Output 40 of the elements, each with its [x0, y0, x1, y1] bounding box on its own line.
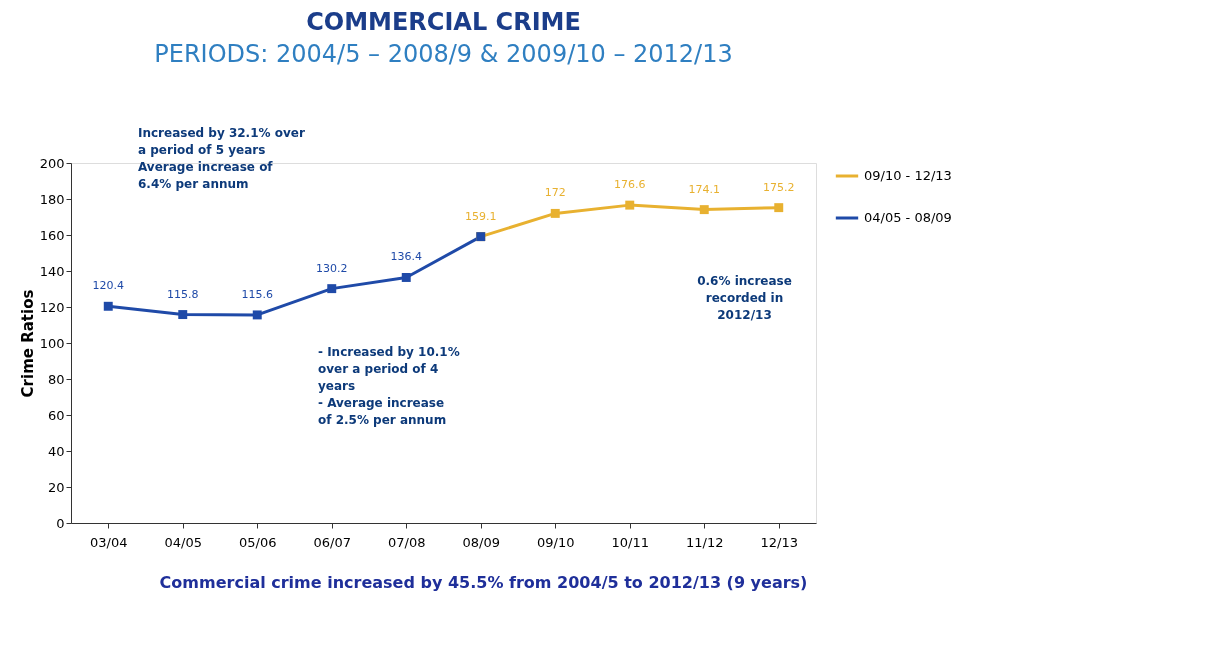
x-tick-label: 11/12 [686, 534, 724, 550]
annotation: Increased by 32.1% over a period of 5 years Average increase of 6.4% per annum [138, 125, 305, 191]
annotation: - Increased by 10.1% over a period of 4 years - Average increase of 2.5% per annum [318, 344, 460, 427]
data-label: 130.2 [316, 261, 348, 275]
y-tick-label: 80 [47, 371, 65, 387]
y-tick-label: 140 [39, 263, 65, 279]
legend-label: 04/05 - 08/09 [864, 210, 952, 225]
x-tick-label: 08/09 [462, 534, 500, 550]
data-label: 176.6 [614, 178, 646, 192]
y-tick-label: 0 [56, 515, 65, 531]
y-tick-label: 60 [47, 407, 65, 423]
data-label: 159.1 [465, 209, 497, 223]
y-tick-label: 200 [39, 155, 65, 171]
data-label: 136.4 [390, 250, 422, 264]
data-label: 174.1 [688, 182, 720, 196]
data-label: 115.8 [167, 287, 199, 301]
y-tick-label: 40 [47, 443, 65, 459]
y-tick-label: 20 [47, 479, 65, 495]
x-tick-label: 03/04 [90, 534, 128, 550]
legend-label: 09/10 - 12/13 [864, 168, 952, 183]
x-tick-label: 10/11 [611, 534, 649, 550]
x-tick-label: 05/06 [239, 534, 277, 550]
data-label: 120.4 [92, 279, 124, 293]
y-tick-label: 120 [39, 299, 65, 315]
y-tick-label: 100 [39, 335, 65, 351]
x-tick-label: 04/05 [164, 534, 202, 550]
data-label: 172 [544, 186, 566, 200]
text: Commercial crime increased by 45.5% from 2004/5 to 2012/13 (9 years) [159, 573, 808, 592]
y-tick-label: 180 [39, 191, 65, 207]
x-tick-label: 07/08 [388, 534, 426, 550]
data-label: 115.6 [241, 287, 273, 301]
annotation: 0.6% increase recorded in 2012/13 [697, 274, 792, 322]
data-label: 175.2 [763, 180, 795, 194]
y-axis-title: Crime Ratios [18, 289, 37, 398]
chart-title: COMMERCIAL CRIME [306, 7, 581, 36]
y-tick-label: 160 [39, 227, 65, 243]
x-tick-label: 12/13 [760, 534, 798, 550]
x-tick-label: 09/10 [537, 534, 575, 550]
chart-subtitle: PERIODS: 2004/5 – 2008/9 & 2009/10 – 2012/13 [154, 39, 733, 68]
x-tick-label: 06/07 [313, 534, 351, 550]
